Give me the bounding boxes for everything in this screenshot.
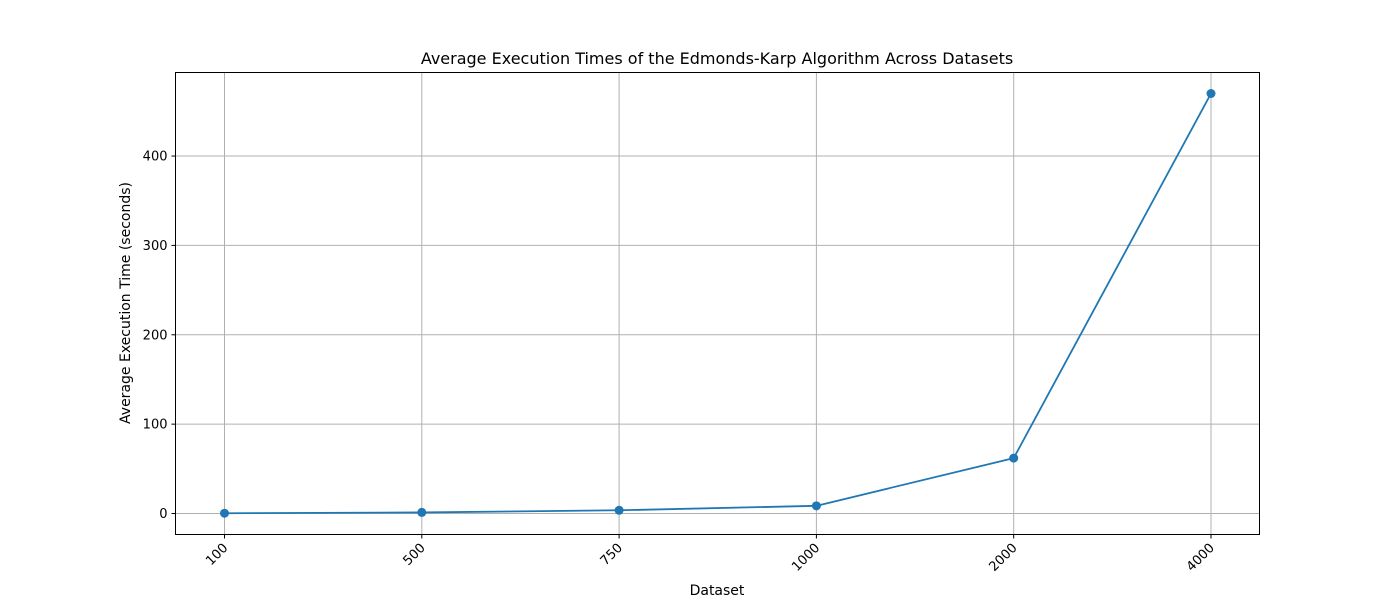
y-tick-label: 400 bbox=[143, 150, 168, 165]
x-tick-label: 500 bbox=[400, 541, 428, 569]
x-tick-label: 4000 bbox=[1184, 541, 1218, 575]
data-point bbox=[1206, 89, 1216, 98]
x-tick-label: 100 bbox=[203, 541, 231, 569]
y-axis-label: Average Execution Time (seconds) bbox=[118, 182, 134, 424]
data-point bbox=[1009, 453, 1019, 463]
x-tick-label: 2000 bbox=[987, 541, 1021, 575]
x-axis-label: Dataset bbox=[690, 583, 745, 599]
series-layer bbox=[220, 89, 1216, 518]
chart-title: Average Execution Times of the Edmonds-K… bbox=[421, 49, 1013, 68]
data-point bbox=[417, 507, 427, 517]
y-tick-label: 100 bbox=[143, 418, 168, 433]
series-line bbox=[224, 93, 1212, 515]
x-tick-label: 1000 bbox=[789, 541, 823, 575]
y-tick-label: 200 bbox=[143, 328, 168, 343]
y-tick-label: 300 bbox=[143, 239, 168, 254]
data-point bbox=[220, 508, 229, 518]
data-point bbox=[811, 501, 821, 511]
x-tick-label: 750 bbox=[598, 541, 626, 569]
data-point bbox=[614, 505, 624, 515]
ticks: 100 500 750 1000 2000 4000 0 100 200 300 400 bbox=[143, 150, 1218, 575]
y-tick-label: 0 bbox=[159, 507, 167, 522]
plot-frame bbox=[175, 72, 1260, 535]
